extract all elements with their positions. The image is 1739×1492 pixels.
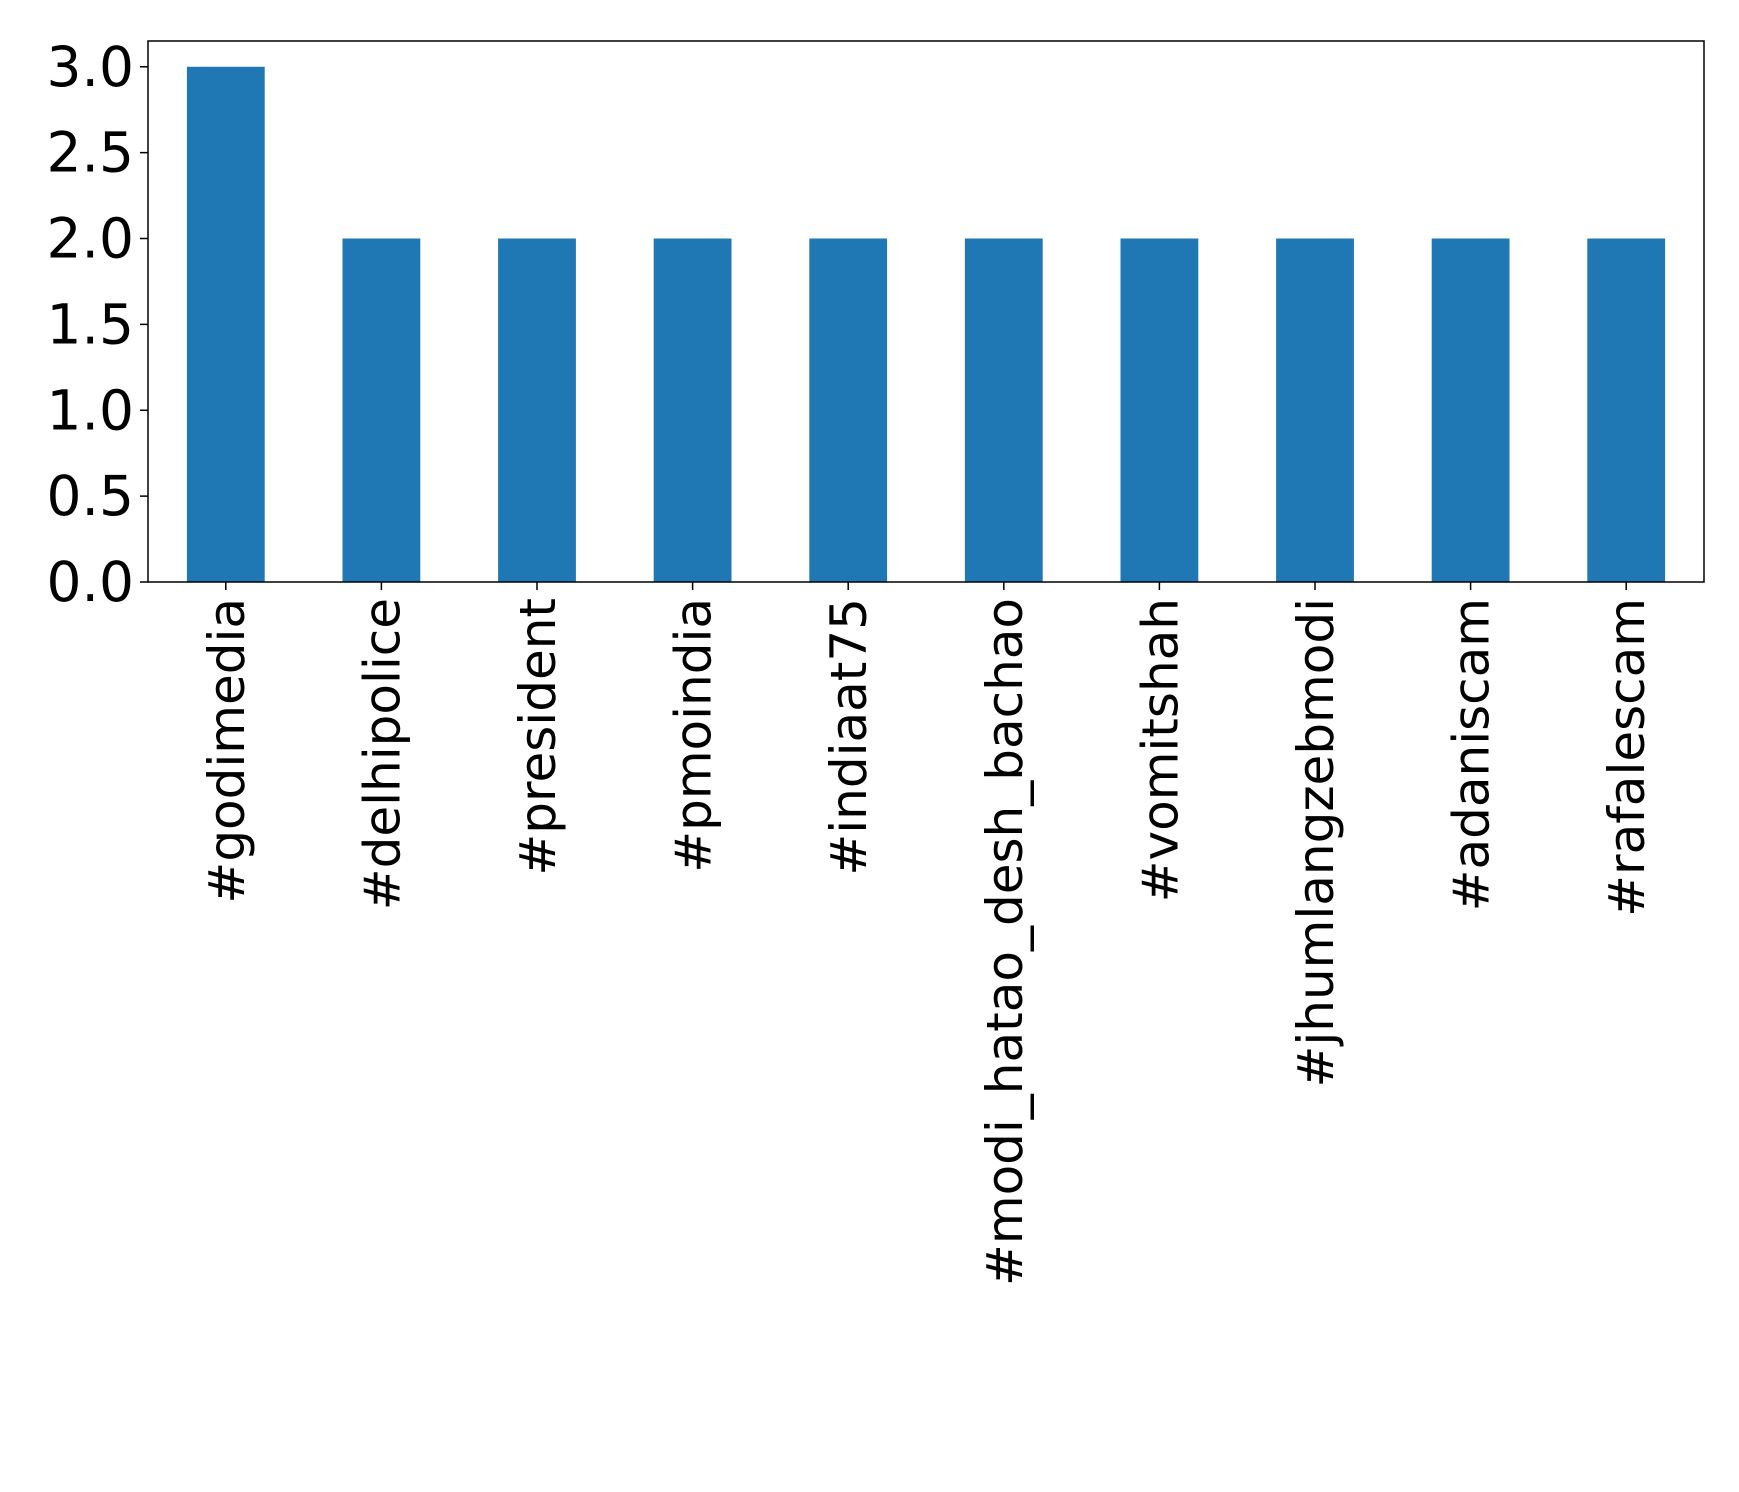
x-tick-label: #indiaat75 <box>820 598 878 876</box>
bar <box>1120 238 1199 582</box>
x-tick-label: #president <box>509 598 567 876</box>
y-tick-label: 2.5 <box>47 121 134 185</box>
y-tick-label: 0.0 <box>47 550 134 614</box>
x-tick-label: #vomitshah <box>1131 598 1189 902</box>
x-tick-label: #delhipolice <box>353 598 411 910</box>
x-tick-label: #adaniscam <box>1443 598 1501 911</box>
bar <box>1587 238 1666 582</box>
bar <box>342 238 421 582</box>
y-tick-label: 1.5 <box>47 292 134 356</box>
bar <box>186 66 265 582</box>
x-tick-label: #pmoindia <box>665 598 723 873</box>
x-tick-label: #godimedia <box>198 598 256 904</box>
x-tick-label: #jhumlangzebmodi <box>1287 598 1345 1088</box>
y-tick-label: 3.0 <box>47 35 134 99</box>
y-axis: 0.0 0.5 1.0 1.5 2.0 2.5 3.0 <box>47 35 148 614</box>
x-tick-label: #rafalescam <box>1598 598 1656 917</box>
bar <box>498 238 576 582</box>
bar <box>1276 238 1354 582</box>
plot-frame <box>147 40 1705 583</box>
y-tick-label: 2.0 <box>47 207 134 271</box>
y-tick-label: 1.0 <box>47 378 134 442</box>
bar <box>964 238 1043 582</box>
bar <box>809 238 888 582</box>
bar <box>1431 238 1510 582</box>
bar <box>653 238 732 582</box>
y-tick-label: 0.5 <box>47 464 134 528</box>
x-tick-label: #modi_hatao_desh_bachao <box>976 598 1034 1286</box>
bars-layer <box>186 66 1666 582</box>
x-axis: #godimedia #delhipolice #president #pmoindi… <box>198 582 1656 1286</box>
